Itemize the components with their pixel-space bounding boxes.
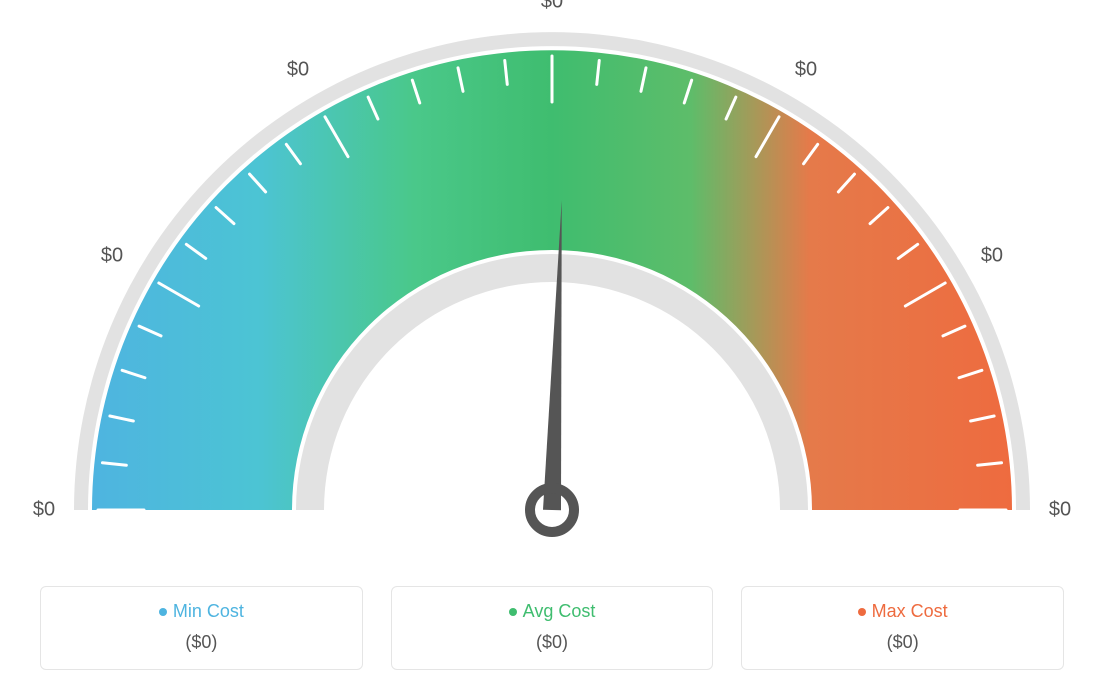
legend-min-label: Min Cost <box>173 601 244 621</box>
legend-min-dot <box>159 608 167 616</box>
gauge-tick-label: $0 <box>287 59 309 82</box>
legend-avg-value: ($0) <box>402 632 703 653</box>
legend-avg-title: Avg Cost <box>402 601 703 622</box>
gauge-tick-label: $0 <box>1049 499 1071 522</box>
legend-card-max: Max Cost ($0) <box>741 586 1064 670</box>
legend-avg-dot <box>509 608 517 616</box>
legend-max-label: Max Cost <box>872 601 948 621</box>
legend-min-value: ($0) <box>51 632 352 653</box>
legend-card-min: Min Cost ($0) <box>40 586 363 670</box>
legend-avg-label: Avg Cost <box>523 601 596 621</box>
legend-max-dot <box>858 608 866 616</box>
gauge-svg <box>0 0 1104 560</box>
gauge-tick-label: $0 <box>33 499 55 522</box>
legend-row: Min Cost ($0) Avg Cost ($0) Max Cost ($0… <box>40 586 1064 670</box>
cost-gauge-widget: $0 $0 $0 $0 $0 $0 $0 Min Cost ($0) Avg Cost ($… <box>0 0 1104 690</box>
gauge-tick-label: $0 <box>981 245 1003 268</box>
legend-max-title: Max Cost <box>752 601 1053 622</box>
gauge-tick-label: $0 <box>795 59 817 82</box>
legend-min-title: Min Cost <box>51 601 352 622</box>
legend-max-value: ($0) <box>752 632 1053 653</box>
gauge-tick-label: $0 <box>541 0 563 14</box>
gauge-tick-label: $0 <box>101 245 123 268</box>
gauge-chart: $0 $0 $0 $0 $0 $0 $0 <box>0 0 1104 560</box>
legend-card-avg: Avg Cost ($0) <box>391 586 714 670</box>
